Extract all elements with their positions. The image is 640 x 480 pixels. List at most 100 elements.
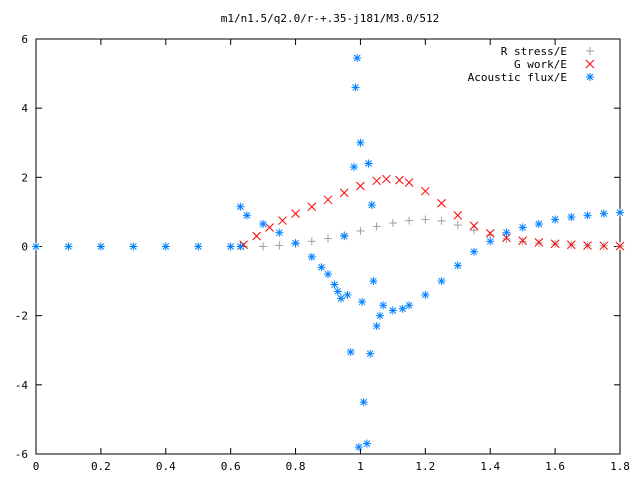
data-point (259, 220, 268, 229)
data-point (278, 216, 287, 225)
data-point (550, 239, 560, 249)
data-point (275, 241, 284, 250)
data-point (259, 242, 268, 251)
data-point (367, 201, 376, 209)
data-point (398, 304, 407, 313)
data-point (470, 226, 478, 235)
data-point (252, 231, 261, 241)
axis-ticks: 0 0.2 0.4 0.6 0.8 1 1.2 1.4 1.6 1.8 6 4 2 0 -2 -4 -6 (15, 33, 630, 473)
data-point (330, 280, 339, 289)
y-tick-label: 4 (21, 102, 28, 115)
data-point (354, 443, 363, 452)
series-1 (239, 174, 625, 251)
data-point (291, 209, 300, 218)
data-point (356, 226, 365, 235)
data-point (349, 162, 358, 171)
data-point (307, 237, 316, 246)
data-point (336, 294, 345, 303)
data-point (615, 241, 625, 251)
data-point (64, 242, 73, 251)
data-point (291, 239, 300, 248)
data-point (502, 228, 511, 237)
data-point (421, 290, 430, 299)
data-point (534, 237, 544, 247)
data-point (346, 347, 355, 356)
data-point (616, 208, 624, 217)
data-point (567, 213, 576, 222)
y-tick-label: 0 (21, 241, 28, 254)
x-tick-label: 1 (357, 460, 364, 473)
data-point (372, 222, 381, 231)
data-point (307, 202, 317, 212)
y-tick-label: 6 (21, 33, 28, 46)
data-point (420, 186, 430, 196)
data-point (358, 297, 367, 306)
data-point (275, 228, 284, 237)
data-point (96, 242, 105, 251)
data-point (351, 83, 360, 92)
data-point (437, 216, 446, 225)
data-point (518, 236, 528, 245)
x-tick-label: 0.2 (91, 460, 111, 473)
data-point (339, 188, 349, 198)
data-point (333, 287, 342, 296)
legend-marker (586, 73, 594, 81)
data-point (364, 159, 373, 168)
plot-frame (35, 38, 621, 455)
data-point (324, 270, 332, 279)
y-tick-label: -4 (15, 379, 29, 392)
data-point (405, 216, 414, 225)
data-point (470, 247, 478, 256)
data-point (382, 174, 391, 184)
data-point (421, 215, 430, 224)
data-point (307, 252, 316, 261)
data-point (236, 202, 245, 211)
data-point (485, 229, 495, 238)
data-point (359, 398, 368, 407)
data-point (317, 263, 326, 272)
data-point (194, 242, 203, 251)
legend-label: R stress/E (501, 45, 567, 58)
x-tick-label: 1.8 (610, 460, 630, 473)
x-tick-label: 1.4 (480, 460, 500, 473)
x-tick-label: 1.6 (545, 460, 565, 473)
data-point (388, 218, 397, 227)
data-point (236, 242, 245, 251)
data-point (226, 242, 235, 251)
data-point (534, 220, 543, 229)
data-point (404, 178, 414, 187)
data-point (161, 242, 170, 251)
data-point (583, 211, 592, 220)
data-point (353, 54, 362, 63)
data-point (453, 261, 462, 270)
data-point (340, 232, 349, 241)
data-point (265, 223, 274, 232)
legend-marker (585, 59, 595, 69)
legend-label: G work/E (514, 58, 567, 71)
data-point (599, 241, 609, 251)
data-point (356, 138, 365, 147)
data-point (379, 301, 388, 310)
data-point (583, 241, 592, 250)
data-point (405, 301, 414, 310)
data-point (362, 439, 371, 448)
series-2 (32, 54, 624, 452)
data-point (437, 198, 446, 208)
data-point (599, 209, 608, 218)
data-point (375, 311, 384, 320)
x-tick-label: 0.6 (221, 460, 241, 473)
data-point (486, 237, 495, 246)
x-tick-label: 1.2 (415, 460, 435, 473)
y-tick-label: 2 (21, 171, 28, 184)
data-point (323, 195, 333, 205)
x-tick-label: 0.8 (286, 460, 306, 473)
legend-label: Acoustic flux/E (468, 71, 567, 84)
data-point (324, 234, 332, 243)
series-layer (32, 54, 625, 452)
data-point (369, 277, 378, 286)
data-point (366, 349, 375, 358)
data-point (242, 211, 251, 220)
data-point (32, 242, 40, 251)
